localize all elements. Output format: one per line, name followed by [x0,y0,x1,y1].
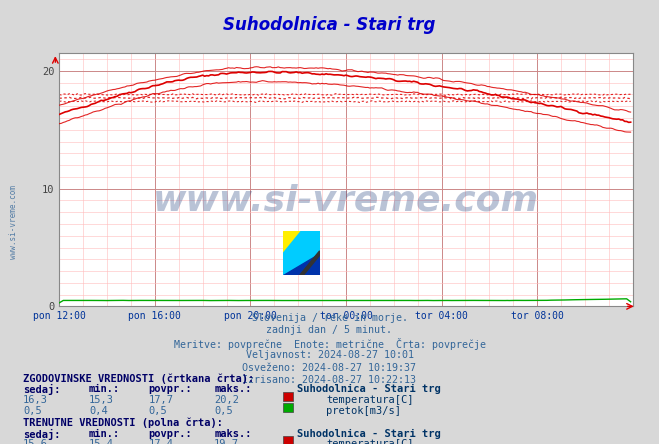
Text: povpr.:: povpr.: [148,385,192,394]
Text: ZGODOVINSKE VREDNOSTI (črtkana črta):: ZGODOVINSKE VREDNOSTI (črtkana črta): [23,374,254,385]
Text: Osveženo: 2024-08-27 10:19:37: Osveženo: 2024-08-27 10:19:37 [243,363,416,373]
Text: Izrisano: 2024-08-27 10:22:13: Izrisano: 2024-08-27 10:22:13 [243,375,416,385]
Text: 19,7: 19,7 [214,439,239,444]
Text: sedaj:: sedaj: [23,385,61,396]
Text: maks.:: maks.: [214,385,252,394]
Text: min.:: min.: [89,385,120,394]
Text: temperatura[C]: temperatura[C] [326,439,414,444]
Text: maks.:: maks.: [214,428,252,439]
Text: temperatura[C]: temperatura[C] [326,395,414,405]
Text: 15,6: 15,6 [23,439,48,444]
Text: Suhodolnica - Stari trg: Suhodolnica - Stari trg [223,16,436,34]
Text: min.:: min.: [89,428,120,439]
Polygon shape [283,231,320,275]
Text: 15,3: 15,3 [89,395,114,405]
Text: Veljavnost: 2024-08-27 10:01: Veljavnost: 2024-08-27 10:01 [246,350,413,361]
Text: 20,2: 20,2 [214,395,239,405]
Text: zadnji dan / 5 minut.: zadnji dan / 5 minut. [266,325,393,336]
Text: 15,4: 15,4 [89,439,114,444]
Text: Meritve: povprečne  Enote: metrične  Črta: povprečje: Meritve: povprečne Enote: metrične Črta:… [173,338,486,350]
Text: sedaj:: sedaj: [23,428,61,440]
Text: www.si-vreme.com: www.si-vreme.com [153,183,539,217]
Polygon shape [283,231,302,253]
Text: Slovenija / reke in morje.: Slovenija / reke in morje. [252,313,407,323]
Text: Suhodolnica - Stari trg: Suhodolnica - Stari trg [297,385,440,394]
Text: 0,4: 0,4 [89,405,107,416]
Text: 17,7: 17,7 [148,395,173,405]
Text: pretok[m3/s]: pretok[m3/s] [326,405,401,416]
Text: TRENUTNE VREDNOSTI (polna črta):: TRENUTNE VREDNOSTI (polna črta): [23,418,223,428]
Polygon shape [283,253,320,275]
Polygon shape [300,251,320,275]
Text: www.si-vreme.com: www.si-vreme.com [9,185,18,259]
Text: 0,5: 0,5 [148,405,167,416]
Text: 16,3: 16,3 [23,395,48,405]
Text: 0,5: 0,5 [214,405,233,416]
Text: 17,4: 17,4 [148,439,173,444]
Text: povpr.:: povpr.: [148,428,192,439]
Text: Suhodolnica - Stari trg: Suhodolnica - Stari trg [297,428,440,439]
Text: 0,5: 0,5 [23,405,42,416]
